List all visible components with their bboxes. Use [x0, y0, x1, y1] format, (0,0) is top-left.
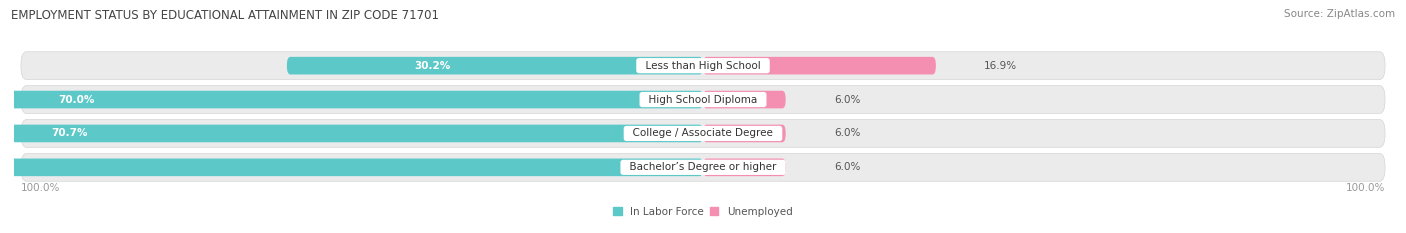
- Text: 70.7%: 70.7%: [52, 128, 89, 138]
- Text: Less than High School: Less than High School: [638, 61, 768, 71]
- Text: College / Associate Degree: College / Associate Degree: [626, 128, 780, 138]
- Text: EMPLOYMENT STATUS BY EDUCATIONAL ATTAINMENT IN ZIP CODE 71701: EMPLOYMENT STATUS BY EDUCATIONAL ATTAINM…: [11, 9, 439, 22]
- Text: 6.0%: 6.0%: [834, 128, 860, 138]
- FancyBboxPatch shape: [21, 120, 1385, 147]
- FancyBboxPatch shape: [0, 125, 703, 142]
- FancyBboxPatch shape: [0, 91, 703, 108]
- FancyBboxPatch shape: [287, 57, 703, 75]
- FancyBboxPatch shape: [21, 86, 1385, 113]
- Text: High School Diploma: High School Diploma: [643, 95, 763, 105]
- Text: 16.9%: 16.9%: [984, 61, 1017, 71]
- Text: Bachelor’s Degree or higher: Bachelor’s Degree or higher: [623, 162, 783, 172]
- Text: 70.0%: 70.0%: [58, 95, 94, 105]
- Text: 6.0%: 6.0%: [834, 162, 860, 172]
- FancyBboxPatch shape: [703, 57, 936, 75]
- FancyBboxPatch shape: [703, 158, 786, 176]
- FancyBboxPatch shape: [21, 154, 1385, 181]
- FancyBboxPatch shape: [703, 91, 786, 108]
- Text: 100.0%: 100.0%: [21, 183, 60, 193]
- FancyBboxPatch shape: [703, 125, 786, 142]
- FancyBboxPatch shape: [0, 158, 703, 176]
- Text: Source: ZipAtlas.com: Source: ZipAtlas.com: [1284, 9, 1395, 19]
- Text: 30.2%: 30.2%: [415, 61, 451, 71]
- FancyBboxPatch shape: [21, 52, 1385, 79]
- Text: 6.0%: 6.0%: [834, 95, 860, 105]
- Text: 100.0%: 100.0%: [1346, 183, 1385, 193]
- Legend: In Labor Force, Unemployed: In Labor Force, Unemployed: [612, 205, 794, 219]
